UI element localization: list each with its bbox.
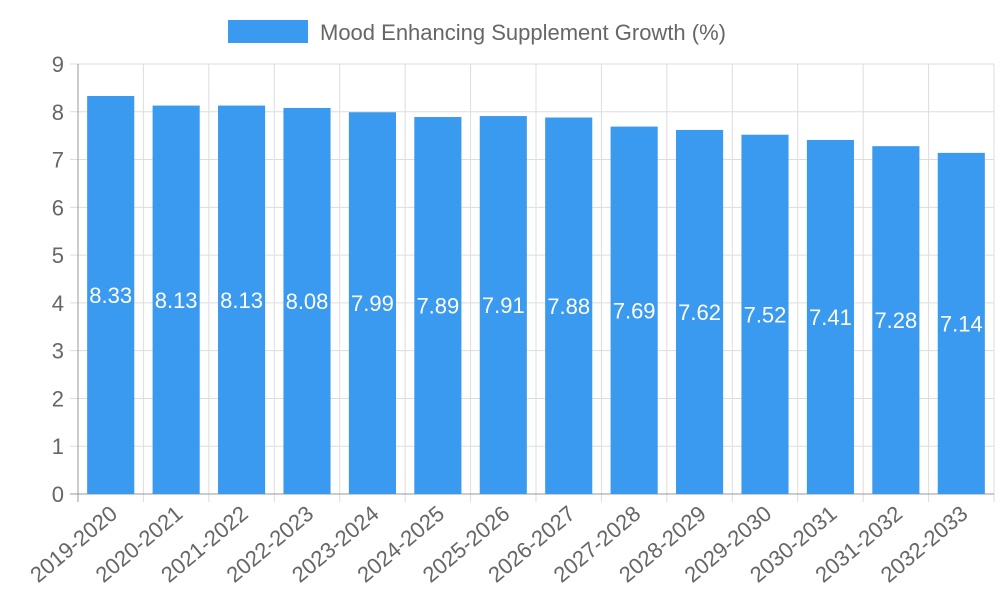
y-tick-label: 2 (52, 386, 64, 411)
data-label-2024-2025: 7.89 (416, 294, 459, 319)
legend[interactable]: Mood Enhancing Supplement Growth (%) (228, 20, 726, 45)
data-label-2022-2023: 8.08 (286, 289, 329, 314)
y-tick-label: 5 (52, 243, 64, 268)
bar-2029-2030[interactable] (741, 134, 789, 494)
bar-2027-2028[interactable] (610, 126, 658, 494)
y-tick-label: 4 (52, 291, 64, 316)
bar-2020-2021[interactable] (152, 105, 200, 495)
legend-label: Mood Enhancing Supplement Growth (%) (320, 20, 726, 45)
bar-2023-2024[interactable] (348, 112, 396, 494)
bars (87, 96, 985, 495)
bar-2028-2029[interactable] (676, 129, 724, 494)
y-tick-label: 9 (52, 52, 64, 77)
y-tick-label: 1 (52, 434, 64, 459)
bar-2026-2027[interactable] (545, 117, 593, 494)
bar-2030-2031[interactable] (806, 139, 854, 494)
bar-2032-2033[interactable] (937, 152, 985, 494)
data-label-2027-2028: 7.69 (613, 298, 656, 323)
bar-2031-2032[interactable] (872, 146, 920, 494)
legend-swatch (228, 20, 308, 43)
data-label-2030-2031: 7.41 (809, 305, 852, 330)
data-label-2032-2033: 7.14 (940, 311, 983, 336)
data-label-2029-2030: 7.52 (744, 302, 787, 327)
data-label-2023-2024: 7.99 (351, 291, 394, 316)
bar-2022-2023[interactable] (283, 107, 331, 494)
y-tick-label: 3 (52, 339, 64, 364)
y-tick-label: 7 (52, 148, 64, 173)
data-label-2019-2020: 8.33 (89, 283, 132, 308)
bar-2024-2025[interactable] (414, 117, 462, 495)
grid (70, 63, 995, 502)
bar-2019-2020[interactable] (87, 96, 135, 494)
y-tick-label: 0 (52, 482, 64, 507)
bar-2021-2022[interactable] (218, 105, 266, 495)
data-label-2026-2027: 7.88 (547, 294, 590, 319)
y-axis-tick-labels: 0 1 2 3 4 5 6 7 8 9 (52, 52, 64, 507)
y-tick-label: 6 (52, 195, 64, 220)
y-tick-label: 8 (52, 100, 64, 125)
bar-2025-2026[interactable] (479, 116, 527, 495)
data-label-2021-2022: 8.13 (220, 288, 263, 313)
data-label-2031-2032: 7.28 (874, 308, 917, 333)
data-label-2025-2026: 7.91 (482, 293, 525, 318)
x-axis-tick-labels: 2019-20202020-20212021-20222022-20232023… (25, 501, 972, 588)
data-labels: 8.33 8.13 8.13 8.08 7.99 7.89 7.91 7.88 7.69 7.62… (89, 283, 982, 336)
data-label-2028-2029: 7.62 (678, 300, 721, 325)
data-label-2020-2021: 8.13 (155, 288, 198, 313)
